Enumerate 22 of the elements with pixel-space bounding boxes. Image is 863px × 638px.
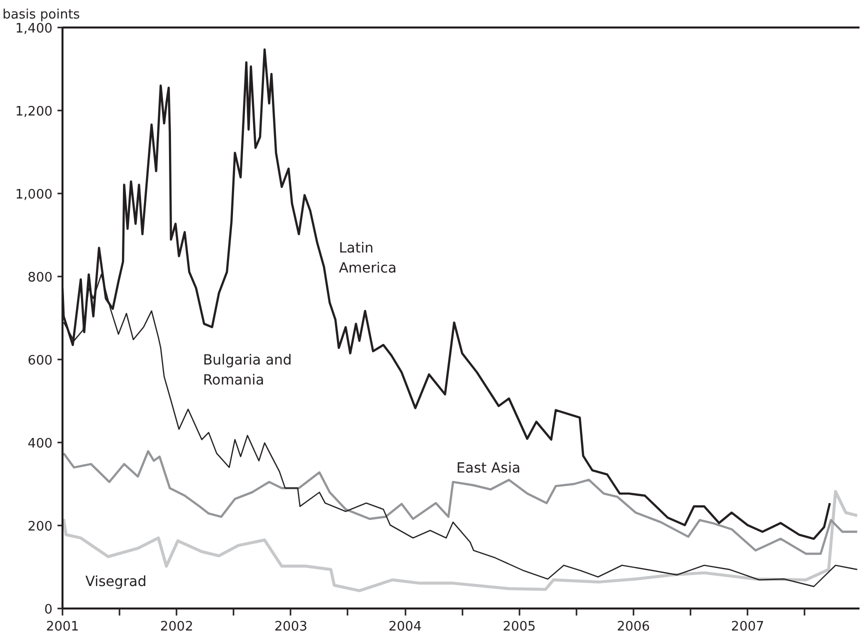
y-tick-label: 400	[28, 436, 53, 452]
y-axis-title: basis points	[2, 8, 80, 22]
y-tick-label: 1,400	[15, 22, 52, 36]
series-label: Latin America	[338, 240, 397, 276]
y-tick-label: 600	[28, 354, 53, 368]
x-tick-label: 2006	[616, 620, 650, 634]
x-tick-label: 2007	[731, 620, 764, 634]
y-tick-label: 1,000	[15, 188, 52, 202]
x-tick-label: 2002	[160, 620, 194, 634]
x-tick-label: 2004	[388, 620, 422, 634]
y-tick-label: 800	[28, 270, 53, 286]
x-tick-label: 2003	[274, 620, 308, 634]
series-label: Visegrad	[85, 574, 147, 590]
series-label: East Asia	[456, 460, 520, 477]
y-tick-label: 0	[44, 602, 53, 618]
y-tick-label: 1,200	[15, 104, 52, 120]
series-label: Bulgaria and Romania	[202, 352, 292, 389]
y-tick-label: 200	[28, 520, 53, 534]
line-series	[62, 490, 859, 592]
x-tick-label: 2001	[46, 620, 80, 634]
x-tick-label: 2005	[502, 620, 536, 634]
line-series	[62, 450, 858, 555]
